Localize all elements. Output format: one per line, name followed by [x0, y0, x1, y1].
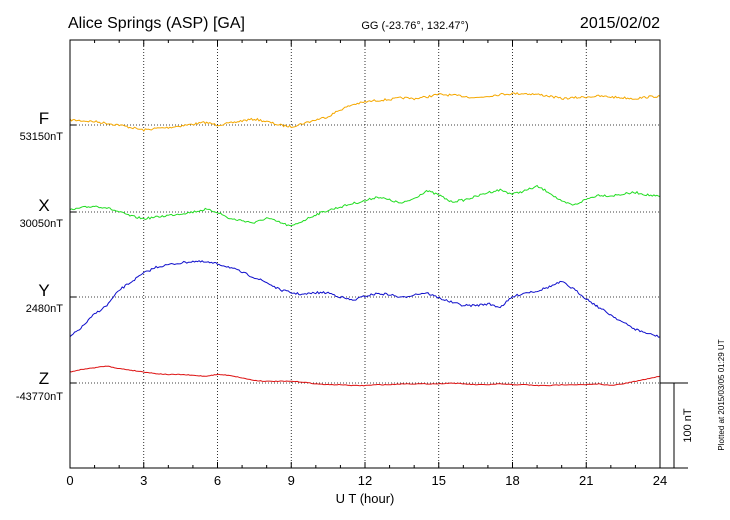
series-name-x: X	[38, 196, 49, 215]
x-axis-label: U T (hour)	[336, 491, 395, 506]
series-baseline-f: 53150nT	[20, 131, 64, 143]
grid-lines	[70, 40, 660, 468]
series-line-y	[69, 260, 661, 338]
series-name-f: F	[39, 109, 49, 128]
scale-bar: 100 nT	[660, 382, 694, 469]
series-name-z: Z	[39, 369, 49, 388]
x-tick-label: 9	[288, 473, 295, 488]
series-layer	[69, 91, 661, 387]
chart-date: 2015/02/02	[580, 15, 660, 32]
series-baseline-y: 2480nT	[26, 303, 64, 315]
x-tick-label: 21	[579, 473, 593, 488]
x-tick-label: 3	[140, 473, 147, 488]
station-coordinates: GG (-23.76°, 132.47°)	[361, 20, 468, 32]
series-baseline-z: -43770nT	[16, 391, 63, 403]
scale-bar-label: 100 nT	[682, 408, 694, 443]
series-line-z	[69, 365, 661, 387]
series-baseline-x: 30050nT	[20, 218, 64, 230]
x-tick-label: 24	[653, 473, 667, 488]
x-tick-label: 6	[214, 473, 221, 488]
x-axis: 0 3 6 9 12 15 18 21 24	[66, 40, 667, 488]
series-labels: F 53150nT X 30050nT Y 2480nT Z -43770nT	[16, 109, 63, 403]
series-name-y: Y	[38, 281, 49, 300]
x-tick-label: 15	[432, 473, 446, 488]
series-line-x	[69, 184, 661, 227]
station-title: Alice Springs (ASP) [GA]	[68, 15, 245, 32]
x-tick-label: 12	[358, 473, 372, 488]
plotted-note: Plotted at 2015/03/05 01:29 UT	[717, 339, 726, 450]
series-line-f	[69, 91, 661, 132]
x-tick-label: 0	[66, 473, 73, 488]
x-tick-label: 18	[505, 473, 519, 488]
